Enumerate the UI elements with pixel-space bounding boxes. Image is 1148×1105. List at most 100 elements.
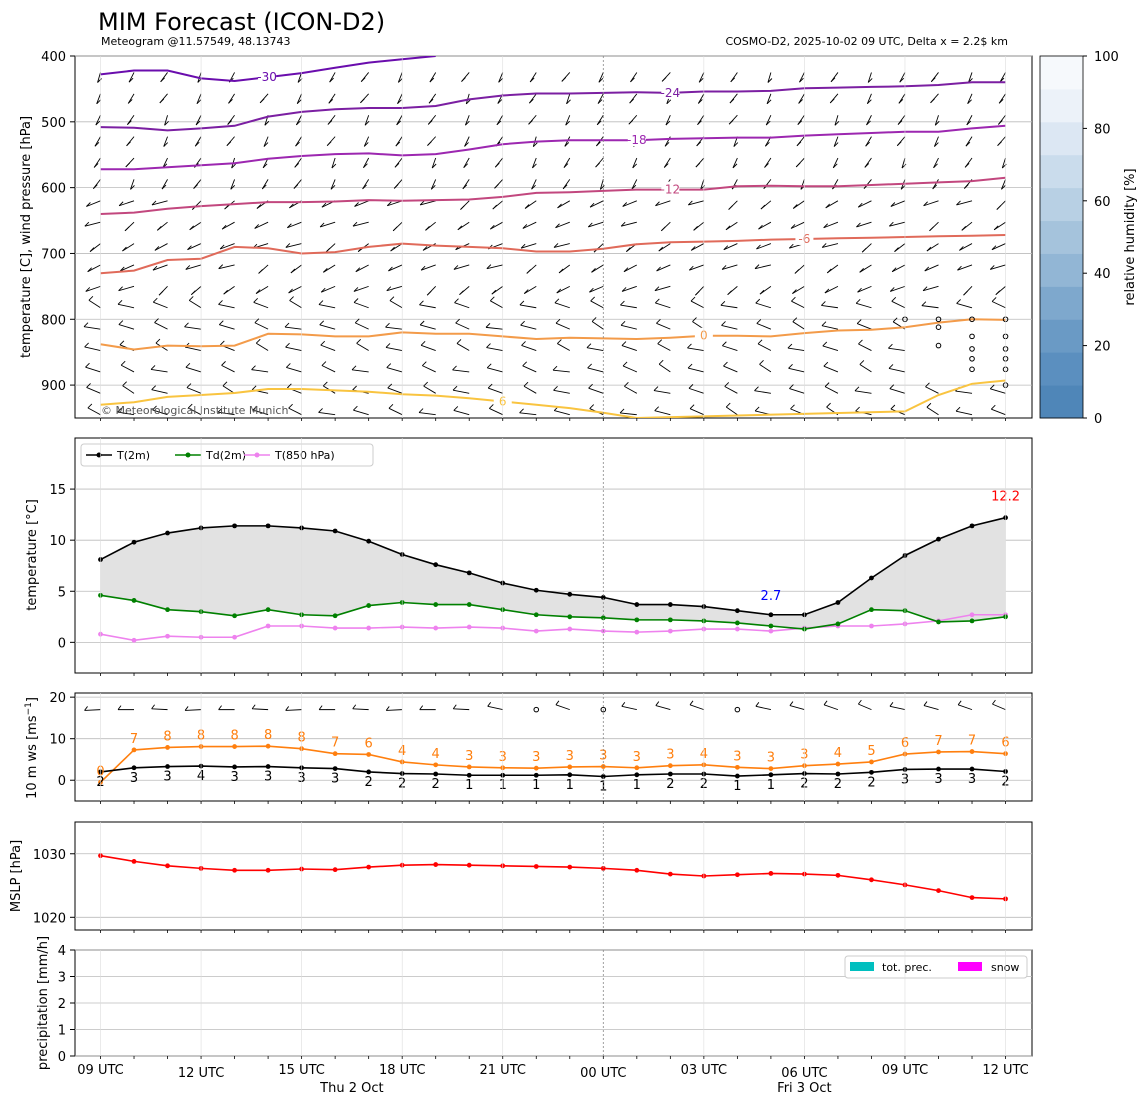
wind-barb bbox=[823, 704, 839, 711]
wind-barb-flag bbox=[360, 98, 365, 104]
gust-point bbox=[969, 749, 975, 754]
ws-point bbox=[936, 766, 941, 772]
wind-barb-flag bbox=[566, 99, 571, 105]
wind-barb bbox=[891, 264, 906, 273]
wind-barb bbox=[631, 179, 638, 190]
wind-barb-flag bbox=[996, 205, 1002, 210]
wind-barb-flag bbox=[857, 202, 863, 208]
t850-line bbox=[100, 613, 1006, 642]
t2m-point bbox=[165, 530, 170, 536]
wind-barb-flag bbox=[353, 287, 359, 292]
t850-point bbox=[466, 624, 472, 630]
wind-barb bbox=[623, 264, 638, 273]
wind-barb-flag bbox=[126, 141, 131, 147]
wind-barb-flag bbox=[529, 98, 534, 104]
wind-barb bbox=[397, 93, 403, 104]
wind-barb bbox=[488, 387, 503, 394]
wind-barb bbox=[959, 243, 973, 251]
wind-barb bbox=[967, 93, 973, 104]
mslp-point bbox=[433, 862, 439, 867]
wind-barb-flag bbox=[732, 163, 738, 169]
wind-barb bbox=[553, 243, 570, 248]
wind-barb bbox=[218, 411, 235, 416]
wind-barb bbox=[363, 136, 370, 147]
colorbar-band bbox=[1040, 253, 1083, 287]
wind-barb-flag bbox=[998, 98, 1004, 104]
wind-barb bbox=[522, 221, 537, 229]
wind-barb-flag bbox=[826, 402, 831, 408]
wind-barb-flag bbox=[327, 120, 333, 125]
t850-point bbox=[332, 625, 338, 631]
t2m-point bbox=[232, 523, 237, 529]
wind-barb bbox=[389, 300, 403, 309]
wind-barb bbox=[253, 301, 269, 309]
wind-barb bbox=[490, 221, 503, 230]
precipitation-ylabel: precipitation [mm/h] bbox=[36, 936, 51, 1070]
wind-barb bbox=[557, 343, 570, 351]
wind-barb-flag bbox=[934, 120, 940, 126]
ws-label: 3 bbox=[331, 772, 339, 787]
wind-barb-flag bbox=[620, 300, 625, 306]
mslp-point bbox=[165, 863, 170, 869]
wind-barb bbox=[621, 285, 637, 292]
wind-barb-flag bbox=[964, 163, 970, 168]
wind-barb-flag bbox=[930, 77, 936, 83]
gust-point bbox=[131, 747, 137, 753]
wind-barb bbox=[256, 342, 269, 351]
wind-barb-flag bbox=[489, 224, 495, 230]
wind-barb bbox=[724, 386, 738, 394]
t2m-point bbox=[533, 587, 539, 593]
wind-barb-flag bbox=[455, 318, 460, 324]
wind-barb-flag bbox=[187, 245, 192, 251]
wind-barb bbox=[286, 367, 302, 373]
ws-label: 3 bbox=[130, 771, 138, 786]
wind-barb-flag bbox=[429, 77, 435, 83]
wind-barb bbox=[834, 115, 839, 126]
wind-barb-flag bbox=[519, 300, 525, 306]
wind-barb-flag bbox=[125, 162, 131, 168]
wind-barb-flag bbox=[760, 204, 766, 210]
wind-barb-flag bbox=[287, 383, 292, 389]
wind-barb bbox=[956, 200, 973, 206]
wind-barb-flag bbox=[263, 142, 269, 147]
wind-barb-flag bbox=[395, 141, 401, 147]
wind-barb-flag bbox=[96, 99, 101, 105]
wind-barb bbox=[921, 305, 939, 309]
wind-barb-flag bbox=[963, 290, 968, 296]
wind-barb bbox=[934, 115, 939, 126]
gust-point bbox=[634, 765, 640, 771]
wind-barb-flag bbox=[692, 317, 697, 322]
wind-barb-flag bbox=[687, 343, 692, 349]
wind-barb bbox=[956, 303, 973, 309]
gust-point bbox=[165, 745, 170, 750]
wind-barb-flag bbox=[289, 203, 294, 209]
wind-barb bbox=[725, 406, 738, 416]
wind-barb bbox=[722, 345, 738, 351]
wind-barb-flag bbox=[465, 120, 470, 126]
wind-barb bbox=[420, 324, 436, 330]
wind-barb bbox=[422, 365, 436, 373]
wind-barb bbox=[754, 264, 772, 270]
ws-point bbox=[466, 772, 472, 778]
wind-barb bbox=[420, 200, 436, 206]
wind-barb-flag bbox=[226, 141, 232, 147]
wind-barb bbox=[185, 264, 202, 270]
wind-barb-flag bbox=[830, 77, 836, 83]
wind-barb-flag bbox=[832, 163, 838, 169]
wind-barb-flag bbox=[856, 222, 861, 228]
wind-barb bbox=[490, 300, 503, 309]
y-tick-label: 400 bbox=[41, 50, 66, 65]
wind-barb bbox=[397, 72, 403, 83]
wind-barb bbox=[858, 343, 872, 351]
wind-barb-flag bbox=[388, 403, 394, 409]
wind-barb-flag bbox=[655, 201, 660, 207]
wind-barb-flag bbox=[693, 226, 698, 231]
wind-barb-flag bbox=[526, 269, 532, 274]
isotherm-label: -24 bbox=[661, 86, 681, 100]
colorbar-band bbox=[1040, 187, 1083, 222]
legend-t850: T(850 hPa) bbox=[274, 449, 335, 462]
wind-barb bbox=[657, 343, 671, 351]
wind-barb bbox=[455, 322, 470, 330]
wind-barb-flag bbox=[765, 120, 771, 126]
wind-barb bbox=[599, 179, 604, 190]
